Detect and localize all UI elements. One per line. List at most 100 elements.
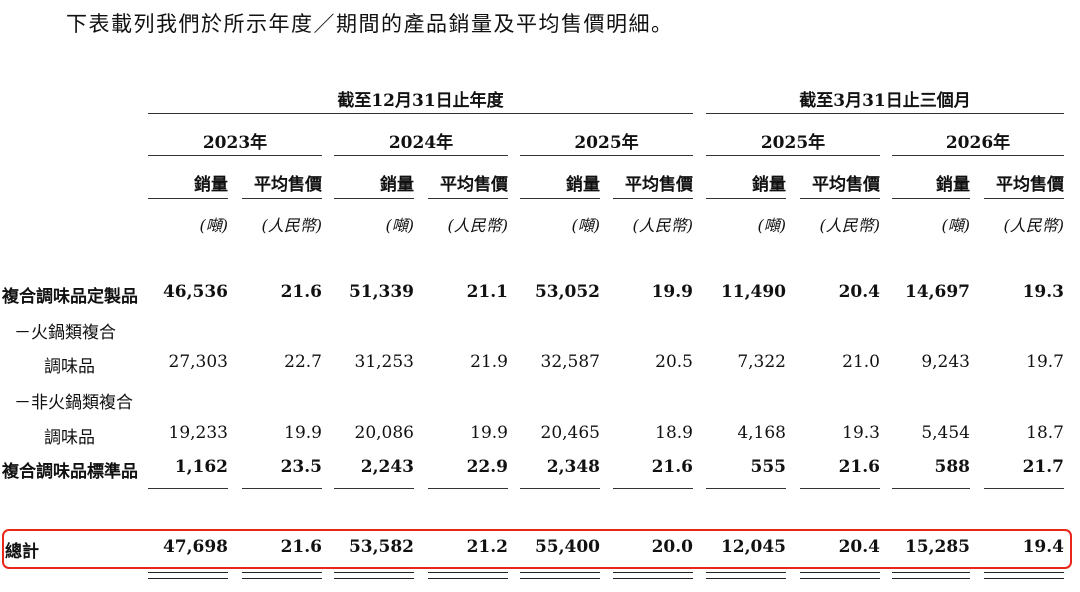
subtotal-rule (242, 488, 322, 489)
column-header-price: 平均售價 (996, 175, 1064, 195)
year-header: 2023年 (202, 133, 268, 153)
group-header-annual: 截至12月31日止年度 (337, 91, 504, 111)
table-cell: 2,243 (360, 457, 414, 477)
table-cell: 588 (934, 457, 971, 477)
row-label: 複合調味品定製品 (2, 287, 138, 307)
table-cell: 14,697 (904, 282, 970, 302)
column-header-volume: 銷量 (936, 175, 970, 195)
subtotal-rule (613, 488, 693, 489)
year-rule (706, 155, 880, 156)
year-header: 2024年 (388, 133, 454, 153)
double-underline (520, 572, 600, 579)
column-header-price: 平均售價 (440, 175, 508, 195)
table-cell: 19.9 (284, 423, 322, 443)
column-header-price: 平均售價 (625, 175, 693, 195)
double-underline (613, 572, 693, 579)
column-rule (613, 198, 693, 199)
column-rule (984, 198, 1064, 199)
table-cell: 19.9 (470, 423, 508, 443)
total-cell: 53,582 (348, 537, 414, 557)
table-cell: 21.6 (651, 457, 693, 477)
table-cell: 18.7 (1026, 423, 1064, 443)
table-cell: 27,303 (168, 352, 228, 372)
year-rule (334, 155, 508, 156)
table-cell: 21.6 (838, 457, 880, 477)
column-rule (148, 198, 228, 199)
row-label: 調味品 (44, 357, 95, 377)
table-cell: 20,465 (540, 423, 600, 443)
row-label: 調味品 (44, 428, 95, 448)
year-rule (148, 155, 322, 156)
unit-price: (人民幣) (819, 216, 881, 235)
group-rule-quarter (706, 113, 1064, 114)
table-cell: 22.7 (284, 352, 322, 372)
double-underline (892, 572, 970, 579)
table-cell: 555 (750, 457, 787, 477)
group-header-quarter: 截至3月31日止三個月 (799, 91, 971, 111)
column-header-price: 平均售價 (254, 175, 322, 195)
year-rule (520, 155, 693, 156)
table-cell: 31,253 (354, 352, 414, 372)
column-rule (242, 198, 322, 199)
table-cell: 21.7 (1022, 457, 1064, 477)
table-cell: 9,243 (921, 352, 970, 372)
unit-price: (人民幣) (632, 216, 694, 235)
table-cell: 53,052 (534, 282, 600, 302)
table-cell: 46,536 (162, 282, 228, 302)
double-underline (800, 572, 880, 579)
total-cell: 21.2 (466, 537, 508, 557)
double-underline (148, 572, 228, 579)
subtotal-rule (984, 488, 1064, 489)
subtotal-rule (800, 488, 880, 489)
total-label: 總計 (5, 542, 39, 562)
column-rule (334, 198, 414, 199)
column-rule (706, 198, 786, 199)
subtotal-rule (892, 488, 970, 489)
table-cell: 23.5 (280, 457, 322, 477)
year-rule (892, 155, 1064, 156)
table-cell: 11,490 (720, 282, 786, 302)
table-cell: 19.3 (1022, 282, 1064, 302)
double-underline (334, 572, 414, 579)
row-label: 複合調味品標準品 (2, 462, 138, 482)
table-cell: 32,587 (540, 352, 600, 372)
column-header-volume: 銷量 (194, 175, 228, 195)
unit-volume: (噸) (385, 216, 415, 235)
total-cell: 20.0 (651, 537, 693, 557)
table-cell: 7,322 (737, 352, 786, 372)
table-cell: 20.4 (838, 282, 880, 302)
group-rule-annual (148, 113, 693, 114)
subtotal-rule (706, 488, 786, 489)
column-header-volume: 銷量 (566, 175, 600, 195)
subtotal-rule (428, 488, 508, 489)
total-cell: 55,400 (534, 537, 600, 557)
table-cell: 18.9 (655, 423, 693, 443)
column-header-volume: 銷量 (380, 175, 414, 195)
unit-volume: (噸) (199, 216, 229, 235)
year-header: 2026年 (945, 133, 1011, 153)
total-cell: 21.6 (280, 537, 322, 557)
unit-volume: (噸) (757, 216, 787, 235)
column-rule (892, 198, 970, 199)
row-label: －非火鍋類複合 (14, 393, 133, 413)
subtotal-rule (334, 488, 414, 489)
total-highlight-box (2, 529, 1072, 569)
table-cell: 22.9 (466, 457, 508, 477)
total-cell: 19.4 (1022, 537, 1064, 557)
total-cell: 15,285 (904, 537, 970, 557)
table-cell: 19,233 (168, 423, 228, 443)
double-underline (428, 572, 508, 579)
unit-price: (人民幣) (261, 216, 323, 235)
table-cell: 19.9 (651, 282, 693, 302)
table-cell: 21.1 (466, 282, 508, 302)
subtotal-rule (148, 488, 228, 489)
double-underline (242, 572, 322, 579)
double-underline (984, 572, 1064, 579)
table-cell: 21.0 (842, 352, 880, 372)
table-cell: 20,086 (354, 423, 414, 443)
total-cell: 12,045 (720, 537, 786, 557)
table-cell: 20.5 (655, 352, 693, 372)
subtotal-rule (520, 488, 600, 489)
table-cell: 19.7 (1026, 352, 1064, 372)
